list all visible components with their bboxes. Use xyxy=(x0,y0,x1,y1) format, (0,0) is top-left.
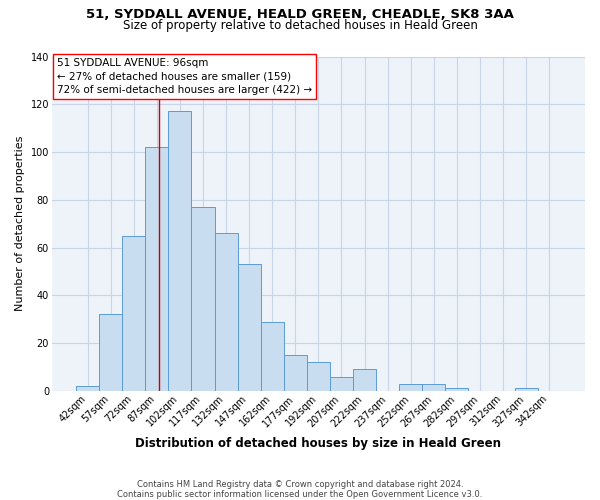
Bar xyxy=(215,233,238,391)
Text: Contains HM Land Registry data © Crown copyright and database right 2024.
Contai: Contains HM Land Registry data © Crown c… xyxy=(118,480,482,499)
Bar xyxy=(145,148,169,391)
Bar xyxy=(422,384,445,391)
Text: 51 SYDDALL AVENUE: 96sqm
← 27% of detached houses are smaller (159)
72% of semi-: 51 SYDDALL AVENUE: 96sqm ← 27% of detach… xyxy=(57,58,312,94)
Bar xyxy=(330,376,353,391)
Bar xyxy=(169,112,191,391)
Bar xyxy=(191,207,215,391)
X-axis label: Distribution of detached houses by size in Heald Green: Distribution of detached houses by size … xyxy=(136,437,502,450)
Bar xyxy=(261,322,284,391)
Bar xyxy=(122,236,145,391)
Bar xyxy=(353,370,376,391)
Bar xyxy=(307,362,330,391)
Bar xyxy=(515,388,538,391)
Bar xyxy=(445,388,469,391)
Bar xyxy=(399,384,422,391)
Bar xyxy=(238,264,261,391)
Bar xyxy=(284,355,307,391)
Text: 51, SYDDALL AVENUE, HEALD GREEN, CHEADLE, SK8 3AA: 51, SYDDALL AVENUE, HEALD GREEN, CHEADLE… xyxy=(86,8,514,20)
Bar xyxy=(76,386,99,391)
Y-axis label: Number of detached properties: Number of detached properties xyxy=(15,136,25,312)
Text: Size of property relative to detached houses in Heald Green: Size of property relative to detached ho… xyxy=(122,18,478,32)
Bar xyxy=(99,314,122,391)
